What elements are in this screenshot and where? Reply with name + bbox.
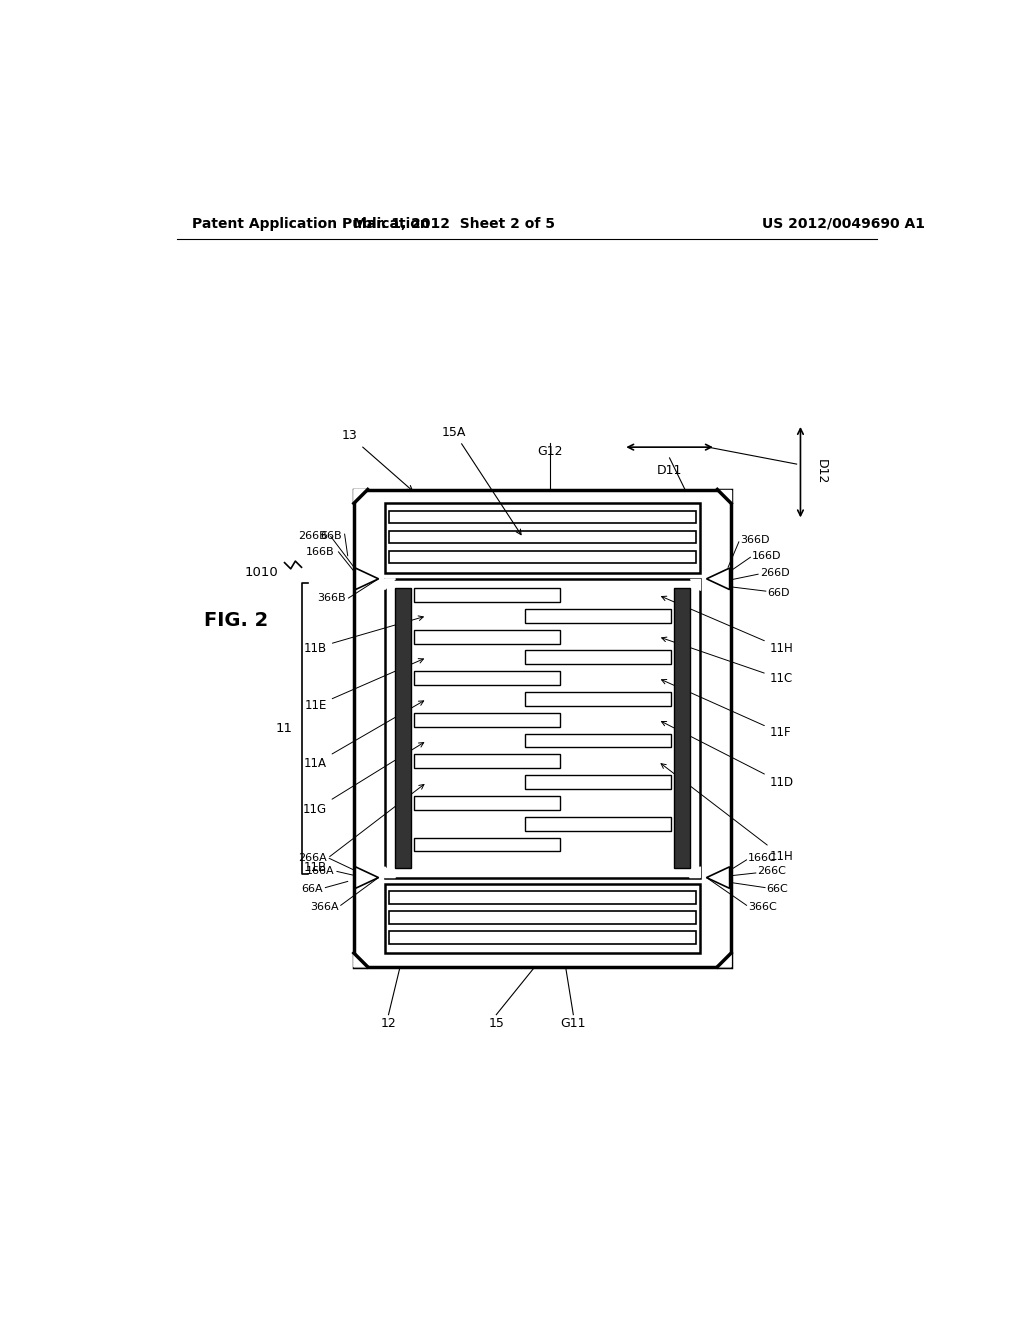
Bar <box>389 511 695 524</box>
Bar <box>674 589 689 869</box>
Bar <box>385 503 700 573</box>
Bar <box>524 651 671 664</box>
Text: G12: G12 <box>538 445 563 458</box>
Polygon shape <box>689 867 700 878</box>
Bar <box>385 884 700 953</box>
Text: 166C: 166C <box>749 853 777 863</box>
Bar <box>524 734 671 747</box>
Text: 15A: 15A <box>441 425 521 535</box>
Text: 266D: 266D <box>760 568 790 578</box>
Text: 66C: 66C <box>767 884 788 894</box>
Polygon shape <box>385 579 395 590</box>
Text: 166B: 166B <box>306 546 335 557</box>
Text: US 2012/0049690 A1: US 2012/0049690 A1 <box>762 216 925 231</box>
Text: 366A: 366A <box>310 902 339 912</box>
Text: 13: 13 <box>342 429 413 491</box>
Text: D11: D11 <box>656 465 682 477</box>
Bar <box>524 609 671 623</box>
Text: 11H: 11H <box>662 764 794 862</box>
Text: FIG. 2: FIG. 2 <box>204 611 268 630</box>
Text: 11D: 11D <box>662 722 794 789</box>
Polygon shape <box>689 579 700 590</box>
Bar <box>389 552 695 564</box>
Polygon shape <box>385 867 395 878</box>
Text: 11C: 11C <box>662 638 793 685</box>
Text: 11F: 11F <box>662 680 792 739</box>
Text: 11A: 11A <box>304 701 424 770</box>
Text: G11: G11 <box>560 1016 586 1030</box>
Bar <box>414 713 560 726</box>
Text: 11H: 11H <box>662 597 794 655</box>
Text: 15: 15 <box>488 1016 504 1030</box>
Text: Mar. 1, 2012  Sheet 2 of 5: Mar. 1, 2012 Sheet 2 of 5 <box>353 216 555 231</box>
Bar <box>524 817 671 830</box>
Text: 66A: 66A <box>301 884 323 894</box>
Text: 366D: 366D <box>740 536 770 545</box>
Bar <box>385 578 700 878</box>
Bar <box>389 891 695 904</box>
Text: 366C: 366C <box>749 902 777 912</box>
Bar <box>389 911 695 924</box>
Bar <box>414 589 560 602</box>
Bar <box>414 630 560 644</box>
Text: 166A: 166A <box>306 866 335 876</box>
Text: 66B: 66B <box>321 532 342 541</box>
Bar <box>354 490 731 966</box>
Bar <box>389 932 695 944</box>
Text: 166D: 166D <box>752 550 781 561</box>
Text: 12: 12 <box>381 1016 396 1030</box>
Text: 11B: 11B <box>304 784 424 874</box>
Bar <box>414 755 560 768</box>
Bar <box>414 796 560 810</box>
Polygon shape <box>717 490 731 503</box>
Text: 1010: 1010 <box>245 566 279 579</box>
Polygon shape <box>355 867 379 888</box>
Text: 266B: 266B <box>298 532 327 541</box>
Polygon shape <box>707 568 730 590</box>
Text: 266A: 266A <box>298 853 327 863</box>
Bar <box>524 692 671 706</box>
Text: 66D: 66D <box>767 587 790 598</box>
Text: 366B: 366B <box>317 593 346 603</box>
Text: 11G: 11G <box>303 743 424 816</box>
Text: 11E: 11E <box>304 659 424 713</box>
Bar <box>395 589 411 869</box>
Text: D12: D12 <box>814 459 827 484</box>
Text: Patent Application Publication: Patent Application Publication <box>193 216 430 231</box>
Bar <box>389 531 695 544</box>
Text: 266C: 266C <box>758 866 786 876</box>
Polygon shape <box>717 953 731 966</box>
Polygon shape <box>354 953 368 966</box>
Polygon shape <box>354 490 368 503</box>
Text: 11B: 11B <box>304 616 423 655</box>
Bar <box>414 672 560 685</box>
Bar <box>414 838 560 851</box>
Polygon shape <box>707 867 730 888</box>
Bar <box>524 775 671 789</box>
Polygon shape <box>355 568 379 590</box>
Text: 11: 11 <box>275 722 292 735</box>
